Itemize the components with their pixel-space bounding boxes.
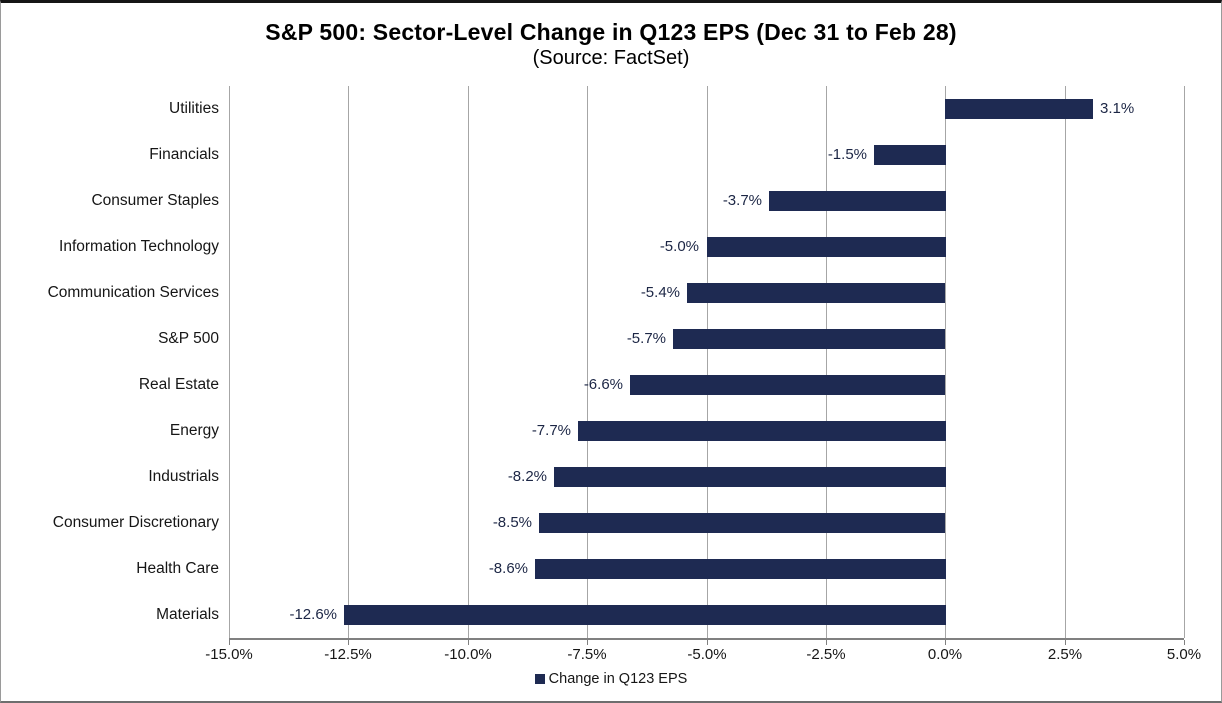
x-axis-tick	[826, 640, 827, 645]
legend-swatch-icon	[534, 674, 545, 684]
bar-value-label: 3.1%	[1100, 100, 1135, 117]
x-axis-tick	[945, 640, 946, 645]
bar-information-technology	[707, 237, 946, 257]
x-axis-tick	[348, 640, 349, 645]
x-tick-label: -10.0%	[444, 646, 492, 663]
x-tick-label: -7.5%	[567, 646, 607, 663]
x-tick-label: 5.0%	[1166, 646, 1202, 663]
gridline	[229, 86, 230, 638]
gridline	[945, 86, 946, 638]
bar-energy	[578, 421, 946, 441]
x-axis-tick	[587, 640, 588, 645]
bar-communication-services	[687, 283, 945, 303]
category-label-utilities: Utilities	[169, 100, 219, 117]
bar-value-label: -3.7%	[722, 192, 762, 209]
bar-value-label: -8.2%	[507, 468, 547, 485]
x-tick-label: -15.0%	[205, 646, 253, 663]
gridline	[468, 86, 469, 638]
gridline	[1065, 86, 1066, 638]
x-tick-label: -12.5%	[324, 646, 372, 663]
x-axis-tick	[468, 640, 469, 645]
x-axis-tick	[229, 640, 230, 645]
x-axis-tick	[1065, 640, 1066, 645]
bar-value-label: -7.7%	[531, 422, 571, 439]
category-label-communication-services: Communication Services	[47, 284, 219, 301]
bar-value-label: -5.0%	[659, 238, 699, 255]
bar-real-estate	[630, 375, 945, 395]
gridline	[707, 86, 708, 638]
legend-label: Change in Q123 EPS	[548, 671, 688, 687]
category-label-financials: Financials	[149, 146, 219, 163]
bar-value-label: -1.5%	[827, 146, 867, 163]
x-axis-tick	[1184, 640, 1185, 645]
x-tick-label: 2.5%	[1047, 646, 1083, 663]
bar-health-care	[535, 559, 946, 579]
legend-entry: Change in Q123 EPS	[534, 671, 688, 687]
gridline	[1184, 86, 1185, 638]
gridline	[587, 86, 588, 638]
bar-value-label: -12.6%	[289, 606, 337, 623]
bar-financials	[874, 145, 946, 165]
category-label-sandp-500: S&P 500	[158, 330, 219, 347]
bar-consumer-discretionary	[539, 513, 945, 533]
category-label-energy: Energy	[169, 422, 219, 439]
bar-consumer-staples	[769, 191, 946, 211]
category-label-industrials: Industrials	[148, 468, 219, 485]
category-label-real-estate: Real Estate	[138, 376, 219, 393]
x-axis-tick	[707, 640, 708, 645]
bar-value-label: -6.6%	[583, 376, 623, 393]
bar-utilities	[945, 99, 1093, 119]
category-label-health-care: Health Care	[136, 560, 219, 577]
gridline	[348, 86, 349, 638]
chart-subtitle: (Source: FactSet)	[532, 47, 690, 69]
category-label-consumer-discretionary: Consumer Discretionary	[52, 514, 219, 531]
plot-area: 3.1% -1.5% -3.7% -5.0% -5.4% -5.7% -6.6% -7.7% -…	[229, 86, 1185, 645]
bar-sandp-500	[673, 329, 945, 349]
gridline	[826, 86, 827, 638]
bar-value-label: -5.4%	[640, 284, 680, 301]
x-tick-label: 0.0%	[927, 646, 963, 663]
bar-industrials	[554, 467, 946, 487]
category-label-information-technology: Information Technology	[59, 238, 219, 255]
x-tick-label: -2.5%	[806, 646, 846, 663]
category-label-consumer-staples: Consumer Staples	[91, 192, 219, 209]
x-tick-label: -5.0%	[687, 646, 727, 663]
bar-materials	[344, 605, 946, 625]
bar-value-label: -8.6%	[488, 560, 528, 577]
category-label-materials: Materials	[156, 606, 219, 623]
chart-title: S&P 500: Sector-Level Change in Q123 EPS…	[265, 19, 957, 45]
legend: Change in Q123 EPS	[1, 671, 1221, 687]
bar-value-label: -5.7%	[626, 330, 666, 347]
bar-value-label: -8.5%	[492, 514, 532, 531]
